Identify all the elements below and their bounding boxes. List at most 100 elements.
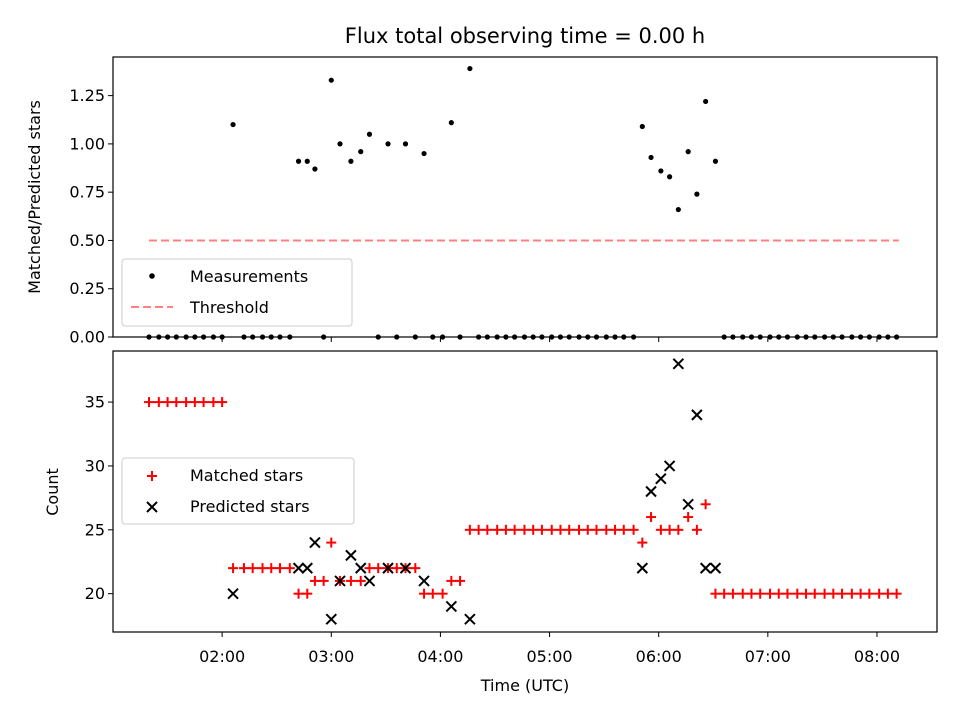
- matched-star-point: [737, 588, 748, 599]
- matched-star-point: [247, 563, 258, 574]
- matched-star-point: [208, 397, 219, 408]
- legend-marker-matched: [147, 471, 157, 481]
- measurement-point: [667, 174, 673, 180]
- bottom-xtick-label: 08:00: [854, 647, 900, 666]
- matched-star-point: [171, 397, 182, 408]
- matched-star-point: [782, 588, 793, 599]
- bottom-legend: Matched stars Predicted stars: [121, 457, 355, 525]
- bottom-xtick-label: 03:00: [308, 647, 354, 666]
- matched-star-point: [855, 588, 866, 599]
- matched-star-point: [473, 524, 484, 535]
- matched-star-point: [746, 588, 757, 599]
- matched-star-point: [564, 524, 575, 535]
- top-ytick-label: 0.00: [69, 328, 105, 347]
- matched-star-point: [719, 588, 730, 599]
- predicted-star-point: [334, 575, 346, 587]
- bottom-ytick-label: 25: [85, 520, 105, 539]
- matched-star-point: [257, 563, 268, 574]
- bottom-xtick-label: 06:00: [636, 647, 682, 666]
- matched-star-point: [437, 588, 448, 599]
- matched-star-point: [591, 524, 602, 535]
- matched-star-point: [500, 524, 511, 535]
- legend-label-measurements: Measurements: [190, 267, 308, 286]
- top-ytick-label: 0.25: [69, 279, 105, 298]
- matched-star-point: [655, 524, 666, 535]
- predicted-star-point: [682, 498, 694, 510]
- matched-star-point: [846, 588, 857, 599]
- matched-star-point: [792, 588, 803, 599]
- legend-label-matched: Matched stars: [190, 466, 303, 485]
- legend-marker-measurements: [149, 273, 155, 279]
- matched-star-point: [828, 588, 839, 599]
- measurement-point: [712, 158, 719, 164]
- matched-star-point: [837, 588, 848, 599]
- matched-star-point: [198, 397, 209, 408]
- matched-star-point: [574, 524, 585, 535]
- predicted-star-point: [325, 613, 337, 625]
- bottom-ytick-label: 35: [85, 393, 105, 412]
- matched-star-point: [144, 397, 155, 408]
- matched-star-point: [637, 537, 648, 548]
- matched-star-point: [700, 499, 711, 510]
- matched-star-point: [482, 524, 493, 535]
- legend-label-predicted: Predicted stars: [190, 497, 310, 516]
- matched-star-point: [691, 524, 702, 535]
- matched-star-point: [464, 524, 475, 535]
- measurement-point: [402, 141, 409, 147]
- predicted-star-point: [663, 460, 676, 472]
- matched-star-point: [891, 588, 902, 599]
- matched-star-point: [582, 524, 593, 535]
- bottom-ytick-label: 20: [85, 584, 105, 603]
- matched-star-point: [809, 588, 820, 599]
- bottom-legend-box: [121, 457, 355, 525]
- matched-star-point: [555, 524, 566, 535]
- measurement-point: [694, 191, 700, 197]
- predicted-star-point: [709, 562, 722, 574]
- matched-star-point: [646, 512, 657, 523]
- predicted-star-point: [399, 562, 412, 574]
- measurement-point: [328, 77, 334, 83]
- legend-label-threshold: Threshold: [189, 298, 269, 317]
- measurement-point: [312, 166, 318, 172]
- matched-star-point: [181, 397, 192, 408]
- matched-star-point: [293, 588, 304, 599]
- matched-star-point: [274, 563, 285, 574]
- predicted-star-point: [418, 575, 430, 587]
- matched-star-point: [228, 563, 239, 574]
- measurement-point: [675, 206, 681, 213]
- bottom-panel: 20 25 30 35 02:00 03:00 04:00 05:00 06:00 07:00 0…: [43, 350, 938, 695]
- matched-star-point: [266, 563, 277, 574]
- measurement-point: [337, 141, 343, 147]
- matched-star-point: [189, 397, 200, 408]
- matched-star-point: [773, 588, 784, 599]
- predicted-star-point: [445, 600, 458, 613]
- matched-star-point: [427, 588, 438, 599]
- top-legend: Measurements Threshold: [121, 258, 353, 327]
- predicted-star-point: [301, 562, 313, 574]
- bottom-plot-frame: [112, 350, 938, 633]
- matched-star-point: [410, 563, 421, 574]
- measurement-point: [304, 158, 310, 164]
- matched-star-point: [673, 524, 684, 535]
- top-ytick-label: 1.25: [69, 86, 105, 105]
- measurement-point: [366, 131, 373, 137]
- predicted-star-point: [309, 536, 321, 549]
- matched-star-point: [391, 563, 402, 574]
- matched-star-point: [153, 397, 164, 408]
- predicted-star-point: [672, 358, 685, 370]
- matched-star-point: [238, 563, 249, 574]
- bottom-xtick-label: 02:00: [199, 647, 245, 666]
- matched-star-point: [419, 588, 430, 599]
- top-ytick-label: 0.50: [69, 231, 105, 250]
- matched-star-point: [765, 588, 776, 599]
- matched-star-point: [727, 588, 738, 599]
- measurement-point: [358, 149, 364, 155]
- matched-star-point: [536, 524, 547, 535]
- matched-star-point: [628, 524, 639, 535]
- matched-star-point: [683, 512, 694, 523]
- predicted-star-point: [655, 473, 667, 485]
- predicted-star-point: [645, 485, 657, 498]
- matched-star-point: [302, 588, 313, 599]
- measurement-point: [467, 65, 473, 72]
